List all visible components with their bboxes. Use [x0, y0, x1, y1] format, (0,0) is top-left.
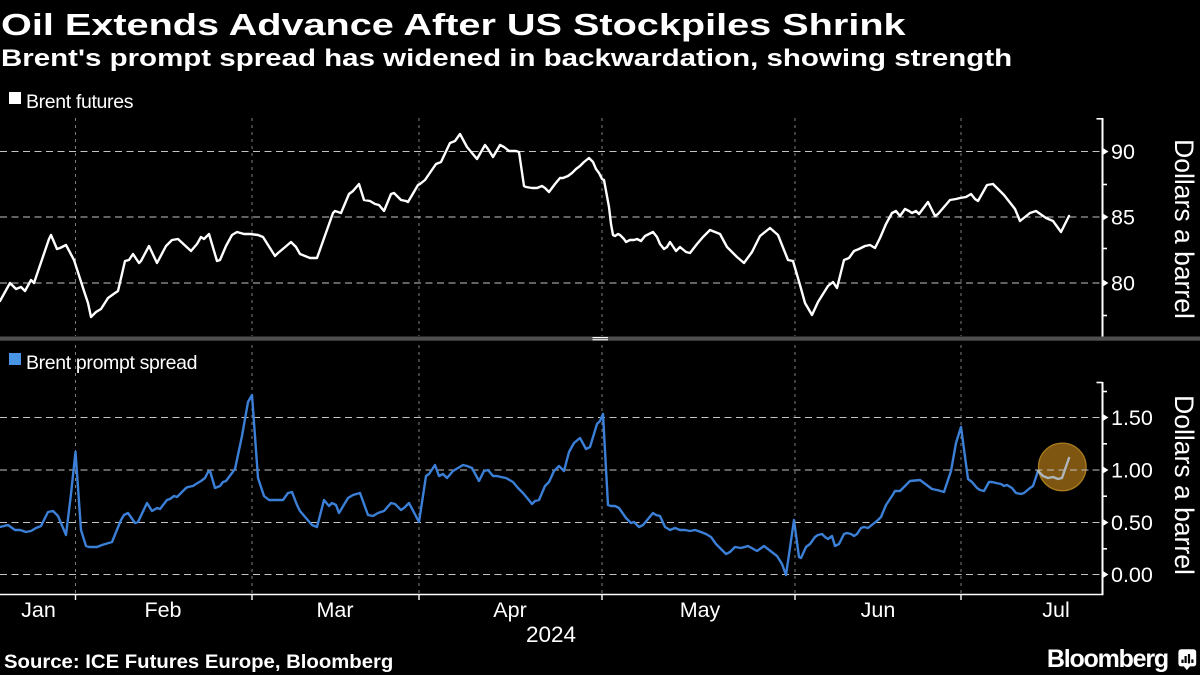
svg-text:0.00: 0.00	[1111, 563, 1153, 587]
svg-text:Bloomberg: Bloomberg	[1047, 645, 1168, 673]
svg-text:85: 85	[1111, 206, 1135, 230]
svg-text:90: 90	[1111, 140, 1135, 164]
svg-text:Source: ICE Futures Europe, Bl: Source: ICE Futures Europe, Bloomberg	[4, 652, 393, 673]
svg-text:Jun: Jun	[861, 598, 896, 622]
svg-text:Brent futures: Brent futures	[26, 91, 134, 113]
svg-text:May: May	[680, 598, 721, 622]
svg-text:Apr: Apr	[493, 598, 526, 622]
svg-text:Jul: Jul	[1042, 598, 1069, 622]
svg-text:1.50: 1.50	[1111, 406, 1153, 430]
svg-text:Brent's prompt spread has wide: Brent's prompt spread has widened in bac…	[1, 45, 1012, 72]
svg-text:1.00: 1.00	[1111, 459, 1153, 483]
svg-text:Brent prompt spread: Brent prompt spread	[26, 352, 197, 374]
svg-text:Oil Extends Advance After US S: Oil Extends Advance After US Stockpiles …	[1, 7, 906, 42]
svg-text:2024: 2024	[526, 622, 576, 647]
svg-text:Feb: Feb	[144, 598, 181, 622]
svg-text:Dollars a barrel: Dollars a barrel	[1169, 395, 1199, 575]
svg-text:Mar: Mar	[316, 598, 353, 622]
svg-text:80: 80	[1111, 272, 1135, 296]
svg-text:Dollars a barrel: Dollars a barrel	[1169, 139, 1199, 319]
svg-text:Jan: Jan	[21, 598, 56, 622]
svg-text:0.50: 0.50	[1111, 511, 1153, 535]
